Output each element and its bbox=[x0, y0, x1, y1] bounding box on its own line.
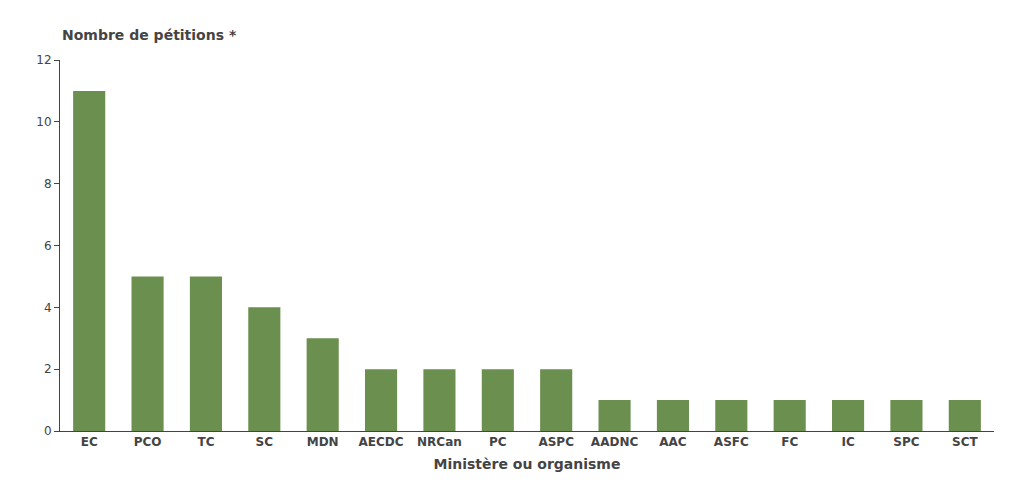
svg-text:SC: SC bbox=[256, 435, 274, 449]
svg-text:AAC: AAC bbox=[659, 435, 687, 449]
svg-text:Ministère ou organisme: Ministère ou organisme bbox=[434, 456, 621, 472]
svg-text:FC: FC bbox=[781, 435, 798, 449]
svg-text:EC: EC bbox=[81, 435, 98, 449]
svg-text:MDN: MDN bbox=[307, 435, 339, 449]
svg-text:6: 6 bbox=[44, 239, 52, 253]
svg-text:4: 4 bbox=[44, 301, 52, 315]
svg-text:AADNC: AADNC bbox=[591, 435, 639, 449]
svg-text:IC: IC bbox=[841, 435, 854, 449]
svg-text:ASPC: ASPC bbox=[538, 435, 574, 449]
svg-text:PC: PC bbox=[489, 435, 507, 449]
svg-text:SPC: SPC bbox=[893, 435, 919, 449]
svg-text:PCO: PCO bbox=[134, 435, 162, 449]
svg-text:8: 8 bbox=[44, 177, 52, 191]
svg-text:0: 0 bbox=[44, 424, 52, 438]
svg-text:Nombre de pétitions *: Nombre de pétitions * bbox=[62, 27, 237, 43]
svg-text:SCT: SCT bbox=[952, 435, 978, 449]
svg-text:10: 10 bbox=[36, 115, 51, 129]
svg-text:ASFC: ASFC bbox=[714, 435, 749, 449]
svg-text:12: 12 bbox=[36, 53, 51, 67]
svg-text:NRCan: NRCan bbox=[417, 435, 462, 449]
svg-text:2: 2 bbox=[44, 362, 52, 376]
svg-text:TC: TC bbox=[197, 435, 214, 449]
svg-text:AECDC: AECDC bbox=[359, 435, 404, 449]
